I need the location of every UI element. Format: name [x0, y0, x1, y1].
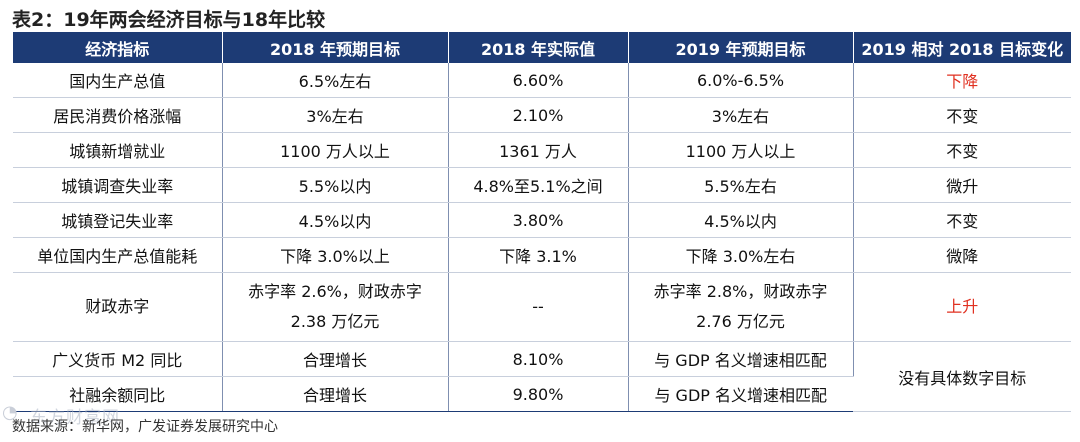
- cell-actual-2018: 下降 3.1%: [448, 237, 629, 273]
- header-target-2018: 2018 年预期目标: [222, 32, 449, 63]
- cell-indicator: 单位国内生产总值能耗: [13, 237, 223, 273]
- cell-actual-2018: 9.80%: [448, 376, 629, 412]
- cell-target-2018: 合理增长: [222, 341, 449, 377]
- cell-target-2018: 下降 3.0%以上: [222, 237, 449, 273]
- cell-change: 不变: [853, 202, 1071, 238]
- cell-actual-2018: 2.10%: [448, 97, 629, 133]
- watermark-text: 东方财富网: [30, 408, 120, 428]
- cell-change: 上升: [853, 272, 1071, 342]
- cell-target-2018-line2: 2.38 万亿元: [290, 312, 380, 331]
- header-actual-2018: 2018 年实际值: [448, 32, 629, 63]
- cell-actual-2018: 1361 万人: [448, 132, 629, 168]
- watermark-logo-icon: ◔: [2, 402, 18, 423]
- cell-indicator: 国内生产总值: [13, 63, 223, 98]
- table-row: 单位国内生产总值能耗 下降 3.0%以上 下降 3.1% 下降 3.0%左右 微…: [13, 237, 1071, 273]
- cell-actual-2018: 4.8%至5.1%之间: [448, 167, 629, 203]
- cell-target-2019: 5.5%左右: [628, 167, 854, 203]
- cell-target-2018-line1: 赤字率 2.6%，财政赤字: [248, 282, 422, 301]
- cell-actual-2018: --: [448, 272, 629, 342]
- cell-indicator: 城镇调查失业率: [13, 167, 223, 203]
- cell-target-2019: 与 GDP 名义增速相匹配: [628, 376, 853, 412]
- cell-target-2019: 3%左右: [628, 97, 854, 133]
- table-row: 社融余额同比 合理增长 9.80% 与 GDP 名义增速相匹配: [13, 376, 1071, 412]
- table-row: 国内生产总值 6.5%左右 6.60% 6.0%-6.5% 下降: [13, 63, 1071, 98]
- cell-change: 下降: [853, 63, 1071, 98]
- cell-target-2019-line1: 赤字率 2.8%，财政赤字: [653, 282, 828, 301]
- table-row: 城镇登记失业率 4.5%以内 3.80% 4.5%以内 不变: [13, 202, 1071, 238]
- table-row: 财政赤字 赤字率 2.6%，财政赤字 2.38 万亿元 -- 赤字率 2.8%，…: [13, 272, 1071, 342]
- cell-target-2018: 4.5%以内: [222, 202, 449, 238]
- cell-target-2018: 6.5%左右: [222, 63, 449, 98]
- cell-indicator: 城镇登记失业率: [13, 202, 223, 238]
- cell-change: 不变: [853, 132, 1071, 168]
- cell-target-2019: 与 GDP 名义增速相匹配: [628, 341, 854, 377]
- cell-target-2018: 合理增长: [222, 376, 449, 412]
- table-row: 居民消费价格涨幅 3%左右 2.10% 3%左右 不变: [13, 97, 1071, 133]
- cell-target-2018: 赤字率 2.6%，财政赤字 2.38 万亿元: [222, 272, 449, 342]
- cell-actual-2018: 8.10%: [448, 341, 629, 377]
- economic-targets-table: 经济指标 2018 年预期目标 2018 年实际值 2019 年预期目标 201…: [13, 32, 1071, 412]
- cell-target-2019-line2: 2.76 万亿元: [696, 312, 785, 331]
- cell-actual-2018: 3.80%: [448, 202, 629, 238]
- cell-target-2019: 6.0%-6.5%: [628, 63, 854, 98]
- cell-indicator: 居民消费价格涨幅: [13, 97, 223, 133]
- cell-change: 微降: [853, 237, 1071, 273]
- table-row: 城镇调查失业率 5.5%以内 4.8%至5.1%之间 5.5%左右 微升: [13, 167, 1071, 203]
- source-note: 数据来源：新华网，广发证券发展研究中心: [12, 419, 278, 435]
- cell-actual-2018: 6.60%: [448, 63, 629, 98]
- cell-indicator: 社融余额同比: [13, 376, 223, 412]
- cell-target-2018: 1100 万人以上: [222, 132, 449, 168]
- header-indicator: 经济指标: [13, 32, 223, 63]
- cell-target-2019: 1100 万人以上: [628, 132, 854, 168]
- table-row: 广义货币 M2 同比 合理增长 8.10% 与 GDP 名义增速相匹配 没有具体…: [13, 341, 1071, 412]
- cell-target-2018: 5.5%以内: [222, 167, 449, 203]
- header-row: 经济指标 2018 年预期目标 2018 年实际值 2019 年预期目标 201…: [13, 32, 1071, 63]
- header-target-2019: 2019 年预期目标: [628, 32, 854, 63]
- cell-target-2018: 3%左右: [222, 97, 449, 133]
- cell-indicator: 广义货币 M2 同比: [13, 341, 223, 377]
- cell-change: 微升: [853, 167, 1071, 203]
- cell-target-2019: 下降 3.0%左右: [628, 237, 854, 273]
- table-row: 城镇新增就业 1100 万人以上 1361 万人 1100 万人以上 不变: [13, 132, 1071, 168]
- cell-indicator: 城镇新增就业: [13, 132, 223, 168]
- table-title: 表2：19年两会经济目标与18年比较: [12, 9, 326, 31]
- cell-change: 不变: [853, 97, 1071, 133]
- cell-target-2019: 4.5%以内: [628, 202, 854, 238]
- header-change: 2019 相对 2018 目标变化: [853, 32, 1071, 63]
- cell-indicator: 财政赤字: [13, 272, 223, 342]
- cell-change-merged: 没有具体数字目标: [853, 341, 1071, 412]
- cell-target-2019: 赤字率 2.8%，财政赤字 2.76 万亿元: [628, 272, 854, 342]
